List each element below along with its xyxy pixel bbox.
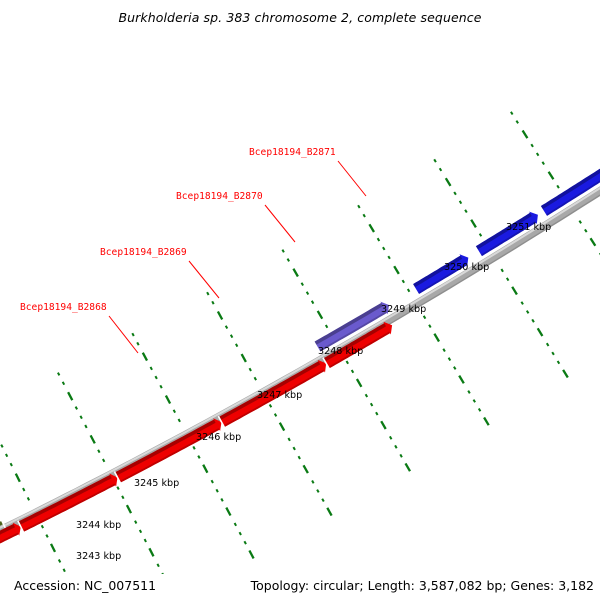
- tick-labels-layer: 3243 kbp 3244 kbp 3245 kbp 3246 kbp 3247 kbp…: [76, 222, 551, 562]
- red-gene-b2870b[interactable]: [322, 321, 393, 370]
- gene-labels-layer[interactable]: Bcep18194_B2868 Bcep18194_B2869 Bcep18194_…: [20, 147, 336, 313]
- tick-label-3243: 3243 kbp: [76, 551, 121, 562]
- tick-label-3246: 3246 kbp: [196, 432, 241, 443]
- red-gene-b2870[interactable]: [217, 359, 327, 429]
- tick-label-3250: 3250 kbp: [444, 262, 489, 273]
- leader-lines-layer: [108, 160, 367, 354]
- tick-lines-layer: [0, 111, 600, 577]
- tick-label-3247: 3247 kbp: [257, 390, 302, 401]
- blue-gene-1[interactable]: [411, 254, 469, 296]
- gene-label-b2870-leader: [264, 204, 296, 243]
- status-bar: Accession: NC_007511 Topology: circular;…: [0, 574, 600, 600]
- tick-label-3249: 3249 kbp: [381, 304, 426, 315]
- gene-label-b2868-leader: [108, 315, 139, 354]
- red-gene-b2868[interactable]: [17, 473, 118, 534]
- status-bar-divider: [0, 574, 600, 575]
- page-title: Burkholderia sp. 383 chromosome 2, compl…: [118, 10, 482, 25]
- gene-label-b2871-leader: [337, 160, 367, 197]
- accession-text: Accession: NC_007511: [14, 578, 157, 593]
- purple-gene-b2871[interactable]: [312, 301, 389, 354]
- blue-gene-3[interactable]: [539, 161, 600, 218]
- red-gene-0[interactable]: [0, 522, 21, 557]
- blue-gene-2[interactable]: [474, 211, 538, 258]
- gene-label-b2869-leader: [188, 260, 220, 299]
- gene-label-b2871[interactable]: Bcep18194_B2871: [249, 147, 336, 158]
- tick-label-3245: 3245 kbp: [134, 478, 179, 489]
- topology-text: Topology: circular; Length: 3,587,082 bp…: [250, 578, 594, 593]
- genes-layer[interactable]: [0, 161, 600, 556]
- gene-label-b2868[interactable]: Bcep18194_B2868: [20, 302, 107, 313]
- tick-label-3244: 3244 kbp: [76, 520, 121, 531]
- red-gene-b2869[interactable]: [113, 418, 222, 484]
- tick-label-3251: 3251 kbp: [506, 222, 551, 233]
- gene-label-b2870[interactable]: Bcep18194_B2870: [176, 191, 263, 202]
- gene-label-b2869[interactable]: Bcep18194_B2869: [100, 247, 187, 258]
- tick-label-3248: 3248 kbp: [318, 346, 363, 357]
